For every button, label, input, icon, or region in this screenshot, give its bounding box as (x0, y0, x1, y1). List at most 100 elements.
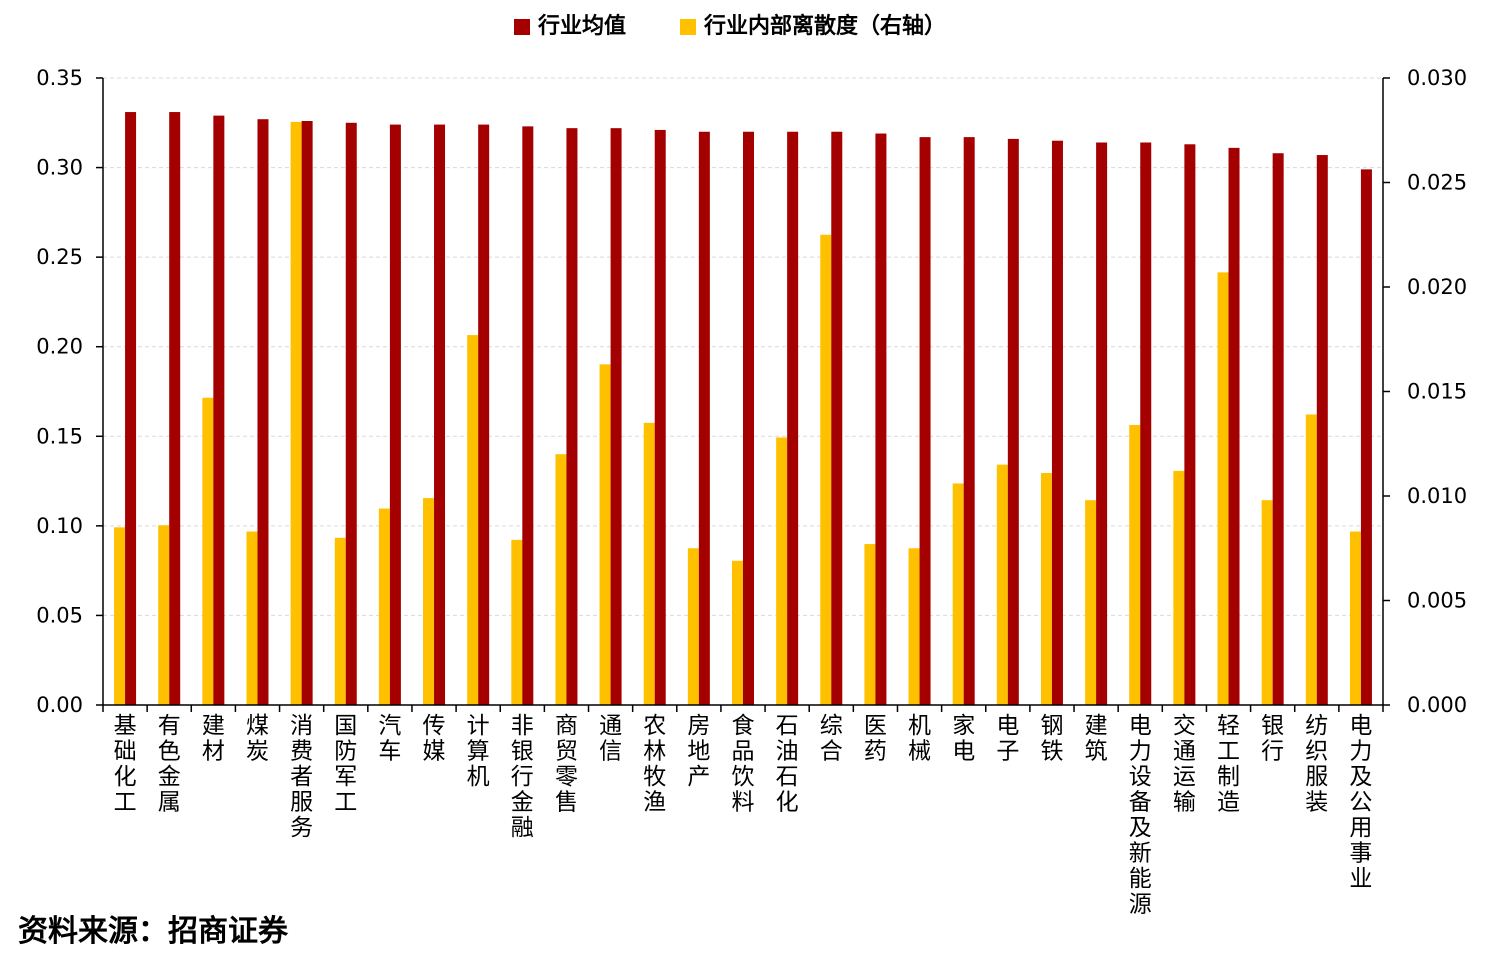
x-category-label: 房地产 (687, 713, 710, 790)
bar-mean (1272, 153, 1284, 706)
bar-mean (434, 124, 446, 705)
legend-swatch-dispersion (680, 19, 696, 35)
x-category-label: 纺织服装 (1305, 713, 1328, 816)
bar-dispersion (1129, 424, 1141, 705)
x-category-label: 银行 (1261, 713, 1284, 765)
bar-dispersion (1349, 531, 1361, 705)
x-category-label: 综合 (820, 713, 843, 765)
x-category-label: 通信 (599, 713, 622, 765)
bar-dispersion (732, 560, 743, 705)
y-right-tick-label: 0.000 (1407, 693, 1467, 717)
x-category-label: 非银行金融 (511, 713, 534, 841)
y-right-tick-label: 0.010 (1407, 484, 1467, 508)
bar-mean (169, 112, 181, 706)
bar-dispersion (1217, 272, 1229, 705)
source-note: 资料来源：招商证券 (18, 914, 288, 949)
x-category-label: 交通运输 (1173, 713, 1196, 816)
x-category-label: 农林牧渔 (643, 713, 666, 816)
legend-swatch-mean (514, 19, 530, 35)
x-category-label: 机械 (908, 713, 931, 765)
bar-mean (345, 122, 357, 706)
bar-mean (875, 133, 887, 705)
x-category-label: 煤炭 (246, 713, 269, 765)
bar-dispersion (599, 364, 611, 705)
x-category-label: 计算机 (467, 713, 490, 790)
bar-mean (1096, 142, 1108, 705)
x-category-label: 家电 (952, 713, 975, 765)
x-category-label: 钢铁 (1040, 713, 1063, 765)
bar-mean (831, 131, 843, 705)
bars (114, 112, 1372, 706)
bar-mean (787, 131, 799, 705)
y-right-tick-label: 0.020 (1407, 275, 1467, 299)
bar-mean (1228, 147, 1240, 705)
x-category-label: 建材 (202, 713, 225, 765)
y-left-ticks: 0.00 0.05 0.10 0.15 0.20 0.25 0.30 0.35 (36, 66, 103, 717)
bar-dispersion (290, 121, 302, 705)
bar-dispersion (1085, 500, 1097, 705)
bar-mean (257, 119, 269, 705)
bar-mean (566, 128, 578, 705)
bar-mean (743, 131, 754, 705)
bar-dispersion (511, 539, 523, 705)
bar-mean (1316, 155, 1328, 705)
legend-label-dispersion: 行业内部离散度（右轴） (703, 13, 946, 39)
bar-mean (963, 137, 975, 706)
x-category-label: 食品饮料 (732, 713, 755, 816)
bar-dispersion (202, 397, 214, 705)
bar-dispersion (114, 527, 126, 705)
x-category-label: 建筑 (1085, 713, 1108, 765)
x-category-label: 电力及公用事业 (1349, 713, 1372, 892)
x-category-label: 国防军工 (334, 713, 357, 816)
bar-mean (1140, 142, 1152, 705)
bar-mean (389, 124, 401, 705)
y-left-tick-label: 0.30 (36, 156, 83, 180)
bar-dispersion (158, 525, 170, 705)
bar-dispersion (1040, 473, 1052, 705)
x-category-label: 医药 (864, 713, 887, 765)
x-category-label: 轻工制造 (1217, 713, 1240, 816)
y-left-tick-label: 0.15 (36, 424, 83, 448)
bar-dispersion (864, 544, 876, 705)
bar-mean (213, 115, 225, 706)
bar-dispersion (1173, 470, 1185, 705)
x-category-label: 商贸零售 (555, 713, 578, 816)
bar-dispersion (555, 454, 567, 705)
x-category-label: 电力设备及新能源 (1129, 713, 1152, 918)
bar-dispersion (378, 508, 390, 705)
bar-dispersion (1261, 500, 1273, 705)
bar-dispersion (952, 483, 964, 705)
bar-mean (1051, 140, 1063, 705)
y-left-tick-label: 0.10 (36, 514, 83, 538)
bar-mean (1007, 138, 1019, 705)
y-right-tick-label: 0.030 (1407, 66, 1467, 90)
bar-dispersion (908, 548, 920, 705)
bar-mean (522, 126, 534, 705)
bar-mean (610, 128, 622, 705)
x-category-label: 基础化工 (114, 713, 137, 816)
bar-dispersion (467, 335, 479, 705)
x-category-label: 汽车 (378, 713, 401, 765)
y-right-tick-label: 0.005 (1407, 589, 1467, 613)
y-right-tick-label: 0.015 (1407, 380, 1467, 404)
bar-mean (919, 137, 931, 706)
bar-mean (125, 112, 137, 706)
bar-dispersion (423, 498, 435, 705)
bar-dispersion (246, 531, 258, 705)
bar-dispersion (687, 548, 699, 705)
bar-mean (301, 120, 313, 706)
x-category-labels: 基础化工有色金属建材煤炭消费者服务国防军工汽车传媒计算机非银行金融商贸零售通信农… (114, 713, 1373, 918)
x-category-label: 电子 (996, 713, 1019, 765)
y-left-tick-label: 0.35 (36, 66, 83, 90)
bar-mean (1184, 144, 1196, 706)
bar-mean (1360, 169, 1372, 705)
legend-label-mean: 行业均值 (537, 13, 626, 39)
bar-dispersion (1305, 414, 1317, 705)
bar-dispersion (643, 422, 655, 705)
bar-dispersion (820, 234, 832, 705)
bar-dispersion (776, 437, 788, 705)
y-left-tick-label: 0.05 (36, 603, 83, 627)
bar-mean (654, 129, 666, 706)
x-category-label: 传媒 (423, 713, 446, 765)
